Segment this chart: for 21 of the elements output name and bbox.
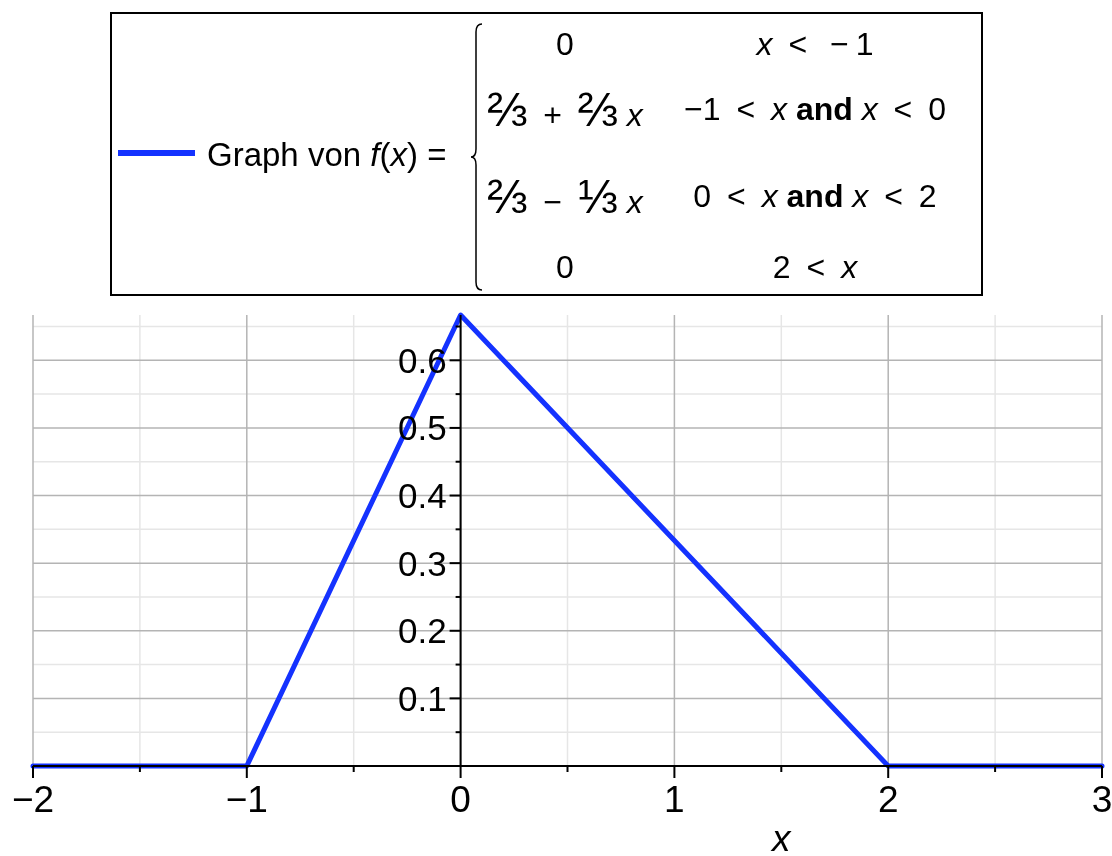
y-tick-label: 0.3 [397,543,447,583]
text: ⅔ − ⅓ x [487,170,643,223]
x-tick-label: 1 [664,779,685,821]
x-tick-label: −2 [11,779,55,821]
text: ⅔ + ⅔ x [487,83,643,136]
text: 0 [556,26,574,63]
y-tick-label: 0.2 [397,611,447,651]
legend-label: Graph von f(x) = [207,135,447,173]
text: 0 [556,249,574,286]
y-tick-label: 0.4 [397,475,447,515]
x-tick-label: −1 [225,779,268,821]
x-tick-label: 2 [877,779,899,821]
x-tick-label: 0 [450,779,471,821]
text: 2 < [772,249,826,286]
text: x [772,818,791,856]
text: −1 < x and x < 0 [683,91,947,128]
x-axis-title: x [841,249,858,286]
text: x < −1 [756,26,874,63]
x-tick-label: 3 [1091,779,1112,821]
text: 0 < x and x < 2 [693,178,937,215]
y-tick-label: 0.1 [397,678,447,718]
